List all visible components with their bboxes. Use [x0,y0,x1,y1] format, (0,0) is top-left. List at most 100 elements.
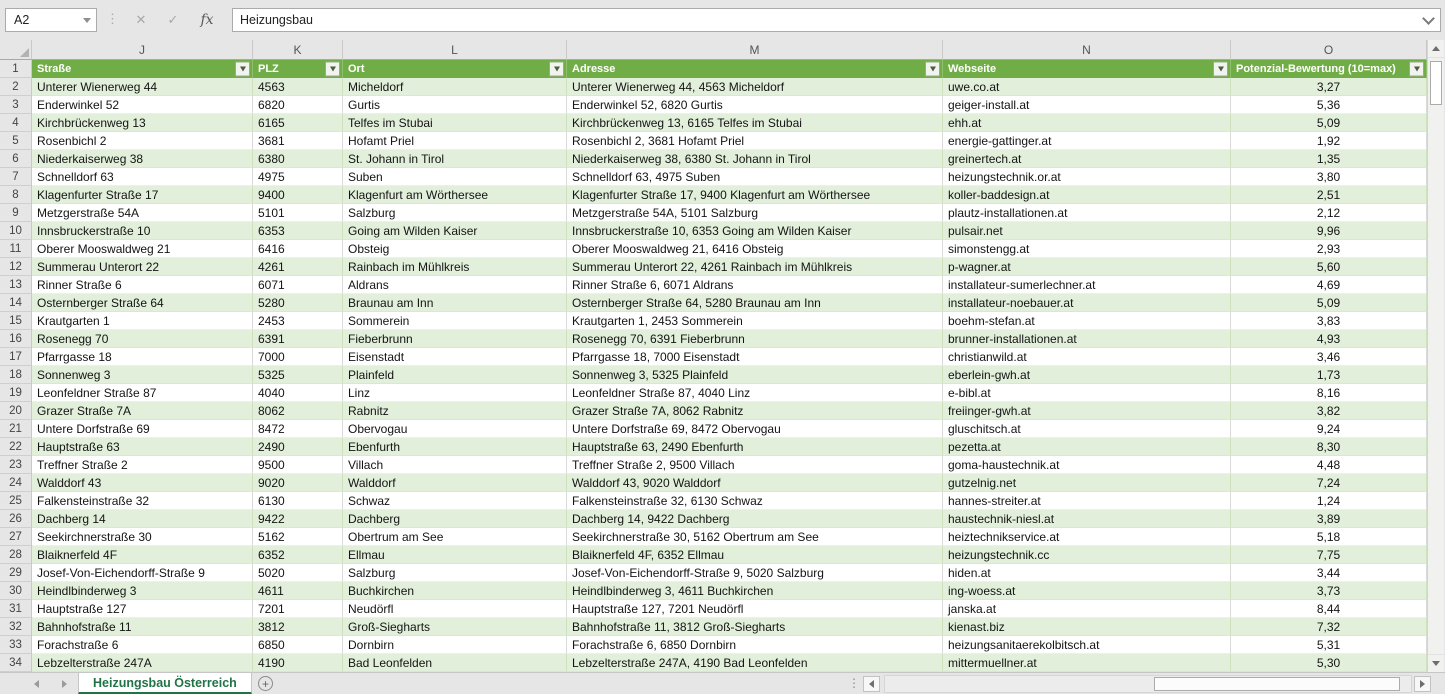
row-number-cell[interactable]: 1 [0,60,32,78]
row-number-cell[interactable]: 25 [0,492,32,510]
cell-ort[interactable]: Obertrum am See [343,528,567,546]
row-number-cell[interactable]: 29 [0,564,32,582]
cell-strasse[interactable]: Hauptstraße 127 [32,600,253,618]
cell-rating[interactable]: 1,92 [1231,132,1427,150]
cell-strasse[interactable]: Blaiknerfeld 4F [32,546,253,564]
cell-ort[interactable]: Schwaz [343,492,567,510]
cell-ort[interactable]: Villach [343,456,567,474]
cell-rating[interactable]: 7,24 [1231,474,1427,492]
cell-adresse[interactable]: Josef-Von-Eichendorff-Straße 9, 5020 Sal… [567,564,943,582]
cell-rating[interactable]: 1,73 [1231,366,1427,384]
cell-webseite[interactable]: boehm-stefan.at [943,312,1231,330]
cell-adresse[interactable]: Bahnhofstraße 11, 3812 Groß-Siegharts [567,618,943,636]
cell-adresse[interactable]: Schnelldorf 63, 4975 Suben [567,168,943,186]
cell-rating[interactable]: 7,75 [1231,546,1427,564]
cell-plz[interactable]: 9020 [253,474,343,492]
cell-rating[interactable]: 3,80 [1231,168,1427,186]
cell-webseite[interactable]: simonstengg.at [943,240,1231,258]
name-box[interactable]: A2 [5,8,97,32]
cell-webseite[interactable]: haustechnik-niesl.at [943,510,1231,528]
cell-ort[interactable]: Buchkirchen [343,582,567,600]
row-number-cell[interactable]: 16 [0,330,32,348]
cell-rating[interactable]: 3,89 [1231,510,1427,528]
formula-bar-input[interactable]: Heizungsbau [232,8,1441,32]
filter-icon[interactable] [325,61,340,77]
cell-adresse[interactable]: Rinner Straße 6, 6071 Aldrans [567,276,943,294]
cell-plz[interactable]: 8062 [253,402,343,420]
row-number-cell[interactable]: 9 [0,204,32,222]
cell-ort[interactable]: Klagenfurt am Wörthersee [343,186,567,204]
sheet-nav-right-icon[interactable] [58,679,70,689]
cell-strasse[interactable]: Schnelldorf 63 [32,168,253,186]
cell-adresse[interactable]: Blaiknerfeld 4F, 6352 Ellmau [567,546,943,564]
cell-ort[interactable]: Hofamt Priel [343,132,567,150]
row-number-cell[interactable]: 7 [0,168,32,186]
cell-plz[interactable]: 5020 [253,564,343,582]
column-header-ort[interactable]: Ort [343,60,567,78]
cell-webseite[interactable]: heizungstechnik.cc [943,546,1231,564]
cell-ort[interactable]: Going am Wilden Kaiser [343,222,567,240]
cell-rating[interactable]: 9,24 [1231,420,1427,438]
cell-ort[interactable]: Fieberbrunn [343,330,567,348]
cell-adresse[interactable]: Krautgarten 1, 2453 Sommerein [567,312,943,330]
cell-adresse[interactable]: Grazer Straße 7A, 8062 Rabnitz [567,402,943,420]
cell-plz[interactable]: 5325 [253,366,343,384]
cell-webseite[interactable]: kienast.biz [943,618,1231,636]
cell-ort[interactable]: Obsteig [343,240,567,258]
cell-adresse[interactable]: Hauptstraße 63, 2490 Ebenfurth [567,438,943,456]
cell-webseite[interactable]: eberlein-gwh.at [943,366,1231,384]
cell-strasse[interactable]: Bahnhofstraße 11 [32,618,253,636]
cell-webseite[interactable]: mittermuellner.at [943,654,1231,672]
column-header-letter-l[interactable]: L [343,40,567,60]
cell-adresse[interactable]: Seekirchnerstraße 30, 5162 Obertrum am S… [567,528,943,546]
row-number-cell[interactable]: 10 [0,222,32,240]
cell-ort[interactable]: Sommerein [343,312,567,330]
cell-plz[interactable]: 6380 [253,150,343,168]
cell-ort[interactable]: Aldrans [343,276,567,294]
filter-icon[interactable] [235,61,250,77]
cell-ort[interactable]: Dachberg [343,510,567,528]
column-header-letter-o[interactable]: O [1231,40,1427,60]
column-header-strasse[interactable]: Straße [32,60,253,78]
cell-strasse[interactable]: Lebzelterstraße 247A [32,654,253,672]
cell-ort[interactable]: Micheldorf [343,78,567,96]
row-number-cell[interactable]: 15 [0,312,32,330]
cell-plz[interactable]: 6130 [253,492,343,510]
row-number-cell[interactable]: 31 [0,600,32,618]
cell-webseite[interactable]: janska.at [943,600,1231,618]
cell-ort[interactable]: Neudörfl [343,600,567,618]
cell-plz[interactable]: 4563 [253,78,343,96]
row-number-cell[interactable]: 4 [0,114,32,132]
row-number-cell[interactable]: 21 [0,420,32,438]
cell-strasse[interactable]: Osternberger Straße 64 [32,294,253,312]
cell-plz[interactable]: 5101 [253,204,343,222]
cell-strasse[interactable]: Niederkaiserweg 38 [32,150,253,168]
cell-ort[interactable]: Gurtis [343,96,567,114]
cell-plz[interactable]: 4040 [253,384,343,402]
row-number-cell[interactable]: 34 [0,654,32,672]
row-number-cell[interactable]: 5 [0,132,32,150]
cell-webseite[interactable]: uwe.co.at [943,78,1231,96]
cell-rating[interactable]: 3,82 [1231,402,1427,420]
cell-webseite[interactable]: p-wagner.at [943,258,1231,276]
tab-heizungsbau-oesterreich[interactable]: Heizungsbau Österreich [78,673,252,694]
column-header-webseite[interactable]: Webseite [943,60,1231,78]
row-number-cell[interactable]: 27 [0,528,32,546]
cell-webseite[interactable]: installateur-sumerlechner.at [943,276,1231,294]
cell-plz[interactable]: 9422 [253,510,343,528]
cell-plz[interactable]: 3681 [253,132,343,150]
cell-plz[interactable]: 6352 [253,546,343,564]
cell-strasse[interactable]: Summerau Unterort 22 [32,258,253,276]
cell-webseite[interactable]: heizungstechnik.or.at [943,168,1231,186]
cell-plz[interactable]: 6353 [253,222,343,240]
vertical-scrollbar[interactable] [1427,40,1444,672]
cell-strasse[interactable]: Metzgerstraße 54A [32,204,253,222]
column-header-potenzial[interactable]: Potenzial-Bewertung (10=max) [1231,60,1427,78]
cell-webseite[interactable]: gluschitsch.at [943,420,1231,438]
row-number-cell[interactable]: 23 [0,456,32,474]
cell-rating[interactable]: 5,30 [1231,654,1427,672]
row-number-cell[interactable]: 33 [0,636,32,654]
cell-ort[interactable]: Salzburg [343,564,567,582]
name-box-resize-handle[interactable]: ⋮ [106,11,119,26]
cell-rating[interactable]: 4,69 [1231,276,1427,294]
